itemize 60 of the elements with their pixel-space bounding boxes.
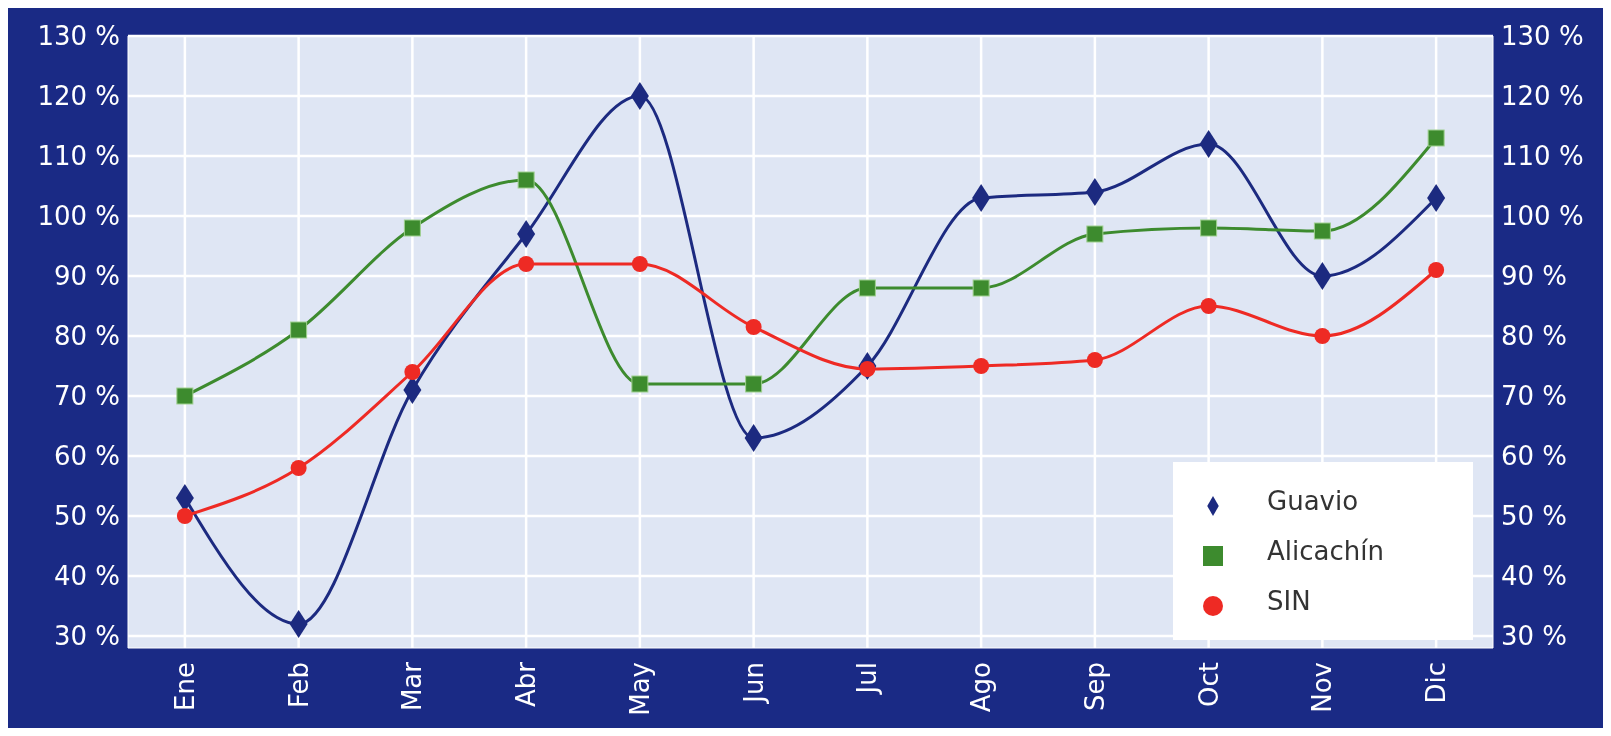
- y2-tick-label: 110 %: [1501, 141, 1584, 172]
- x-tick-label: Ago: [966, 662, 997, 713]
- y2-tick-label: 90 %: [1501, 261, 1568, 292]
- y2-tick-label: 70 %: [1501, 381, 1568, 412]
- y2-tick-label: 130 %: [1501, 21, 1584, 52]
- x-tick-label: Nov: [1307, 662, 1338, 713]
- point: [1200, 298, 1217, 314]
- y-tick-label: 100 %: [37, 201, 120, 232]
- legend-label: Alicachín: [1267, 536, 1384, 566]
- point: [1086, 352, 1103, 368]
- legend-label: SIN: [1267, 586, 1311, 616]
- y2-tick-label: 80 %: [1501, 321, 1568, 352]
- point: [631, 375, 649, 393]
- point: [176, 387, 194, 405]
- y2-tick-label: 100 %: [1501, 201, 1584, 232]
- y2-tick-label: 40 %: [1501, 561, 1568, 592]
- point: [973, 358, 990, 374]
- point: [1427, 129, 1445, 147]
- point: [745, 319, 762, 335]
- y-tick-label: 30 %: [53, 621, 120, 652]
- point: [518, 256, 535, 272]
- point: [290, 321, 308, 339]
- point: [745, 375, 763, 393]
- y2-tick-label: 50 %: [1501, 501, 1568, 532]
- point: [1200, 219, 1218, 237]
- y2-tick-label: 60 %: [1501, 441, 1568, 472]
- x-tick-label: Sep: [1079, 662, 1110, 712]
- x-tick-label: Mar: [397, 661, 428, 712]
- y-tick-label: 40 %: [53, 561, 120, 592]
- point: [1313, 222, 1331, 240]
- y-tick-label: 60 %: [53, 441, 120, 472]
- y2-tick-label: 120 %: [1501, 81, 1584, 112]
- y-tick-label: 80 %: [53, 321, 120, 352]
- point: [1086, 225, 1104, 243]
- point: [290, 460, 307, 476]
- x-tick-label: Dic: [1421, 662, 1452, 704]
- y-tick-label: 130 %: [37, 21, 120, 52]
- point: [517, 171, 535, 189]
- point: [404, 364, 421, 380]
- x-tick-label: Jun: [738, 662, 769, 705]
- y-tick-label: 120 %: [37, 81, 120, 112]
- point: [1314, 328, 1331, 344]
- x-tick-label: Feb: [283, 662, 314, 709]
- y-tick-label: 50 %: [53, 501, 120, 532]
- point: [972, 279, 990, 297]
- x-tick-label: Abr: [511, 661, 542, 707]
- legend-label: Guavio: [1267, 486, 1359, 516]
- point: [858, 279, 876, 297]
- point: [403, 219, 421, 237]
- x-tick-label: Oct: [1193, 662, 1224, 707]
- x-tick-label: Jul: [852, 662, 883, 696]
- x-tick-label: May: [624, 662, 655, 716]
- point: [631, 256, 648, 272]
- x-tick-label: Ene: [169, 662, 200, 711]
- y2-tick-label: 30 %: [1501, 621, 1568, 652]
- y-tick-label: 70 %: [53, 381, 120, 412]
- point: [1428, 262, 1445, 278]
- point: [176, 508, 193, 524]
- y-tick-label: 110 %: [37, 141, 120, 172]
- y-tick-label: 90 %: [53, 261, 120, 292]
